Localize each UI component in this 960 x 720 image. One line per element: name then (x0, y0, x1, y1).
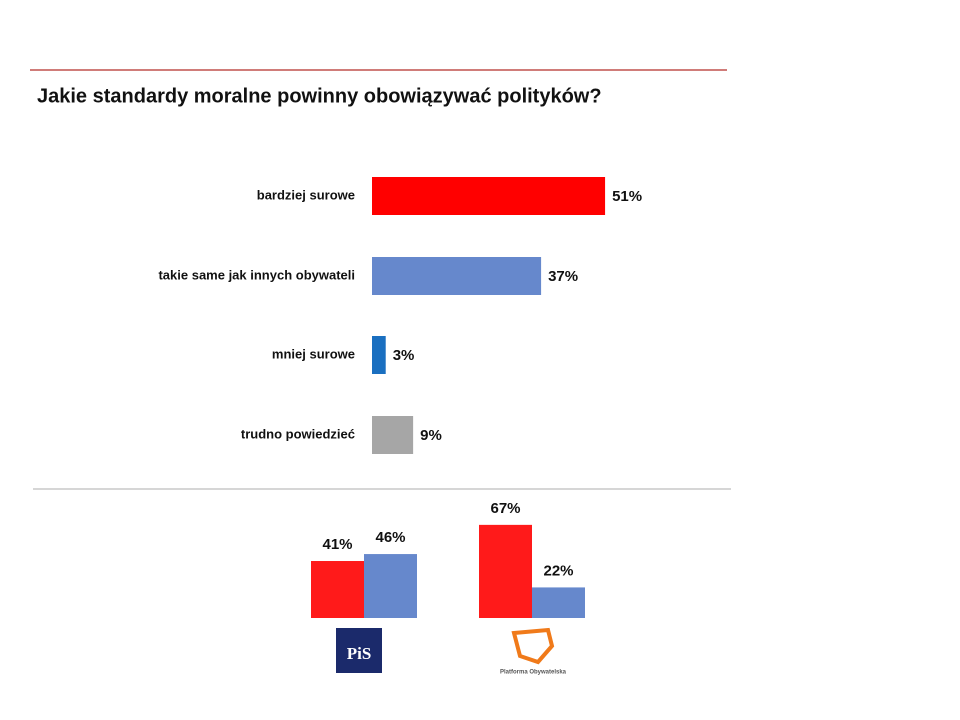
bar (532, 587, 585, 618)
bar (372, 336, 386, 374)
value-label: 51% (612, 188, 642, 205)
pis-logo (336, 628, 382, 673)
value-label: 9% (420, 427, 442, 444)
po-logo (511, 627, 555, 665)
category-label: PiS (347, 644, 372, 663)
category-label: takie same jak innych obywateli (158, 267, 355, 282)
bar (372, 257, 542, 295)
value-label: 37% (548, 268, 578, 285)
value-label: 41% (322, 536, 352, 553)
bar (372, 416, 414, 454)
bar (372, 177, 606, 215)
category-label: bardziej surowe (257, 187, 355, 202)
category-label: trudno powiedzieć (241, 426, 355, 441)
bar (479, 524, 532, 618)
bar (311, 561, 364, 618)
value-label: 67% (490, 500, 520, 517)
value-label: 22% (543, 562, 573, 579)
bar (364, 554, 417, 618)
category-label: mniej surowe (272, 346, 355, 361)
value-label: 3% (393, 347, 415, 364)
chart-title: Jakie standardy moralne powinny obowiązy… (37, 85, 602, 107)
category-label: Platforma Obywatelska (500, 670, 567, 676)
value-label: 46% (375, 529, 405, 546)
